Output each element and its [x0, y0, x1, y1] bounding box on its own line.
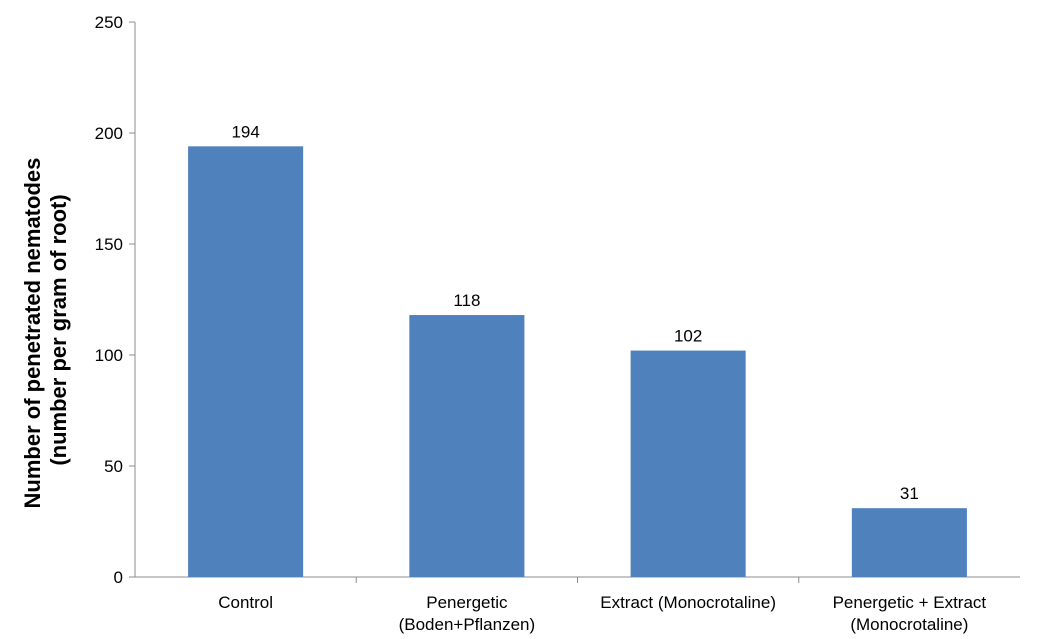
y-axis-title-line-2: (number per gram of root) [46, 194, 71, 465]
data-label: 102 [674, 327, 702, 346]
bar [188, 146, 304, 577]
bars [188, 146, 967, 577]
bar [409, 315, 525, 577]
bar [851, 508, 967, 577]
y-axis-title-line-1: Number of penetrated nematodes [20, 158, 45, 509]
y-tick-label: 250 [95, 13, 123, 32]
y-tick-label: 200 [95, 124, 123, 143]
data-labels: 194 118 102 31 [231, 122, 918, 503]
x-category-label: Penergetic + Extract (Monocrotaline) [833, 593, 987, 634]
y-tick-label: 0 [114, 568, 123, 587]
x-category-label: Control [218, 593, 273, 612]
y-tick-label: 50 [104, 457, 123, 476]
data-label: 31 [900, 484, 919, 503]
data-label: 194 [231, 122, 259, 141]
data-label: 118 [453, 291, 480, 310]
y-axis-ticks: 0 50 100 150 200 250 [95, 13, 135, 587]
y-tick-label: 150 [95, 235, 123, 254]
y-tick-label: 100 [95, 346, 123, 365]
x-category-label: Extract (Monocrotaline) [600, 593, 776, 612]
x-category-label: Penergetic (Boden+Pflanzen) [399, 593, 536, 634]
bar [630, 350, 746, 577]
x-axis-category-labels: Control Penergetic (Boden+Pflanzen) Extract… [218, 593, 986, 634]
y-axis-title: Number of penetrated nematodes (number p… [20, 152, 71, 509]
